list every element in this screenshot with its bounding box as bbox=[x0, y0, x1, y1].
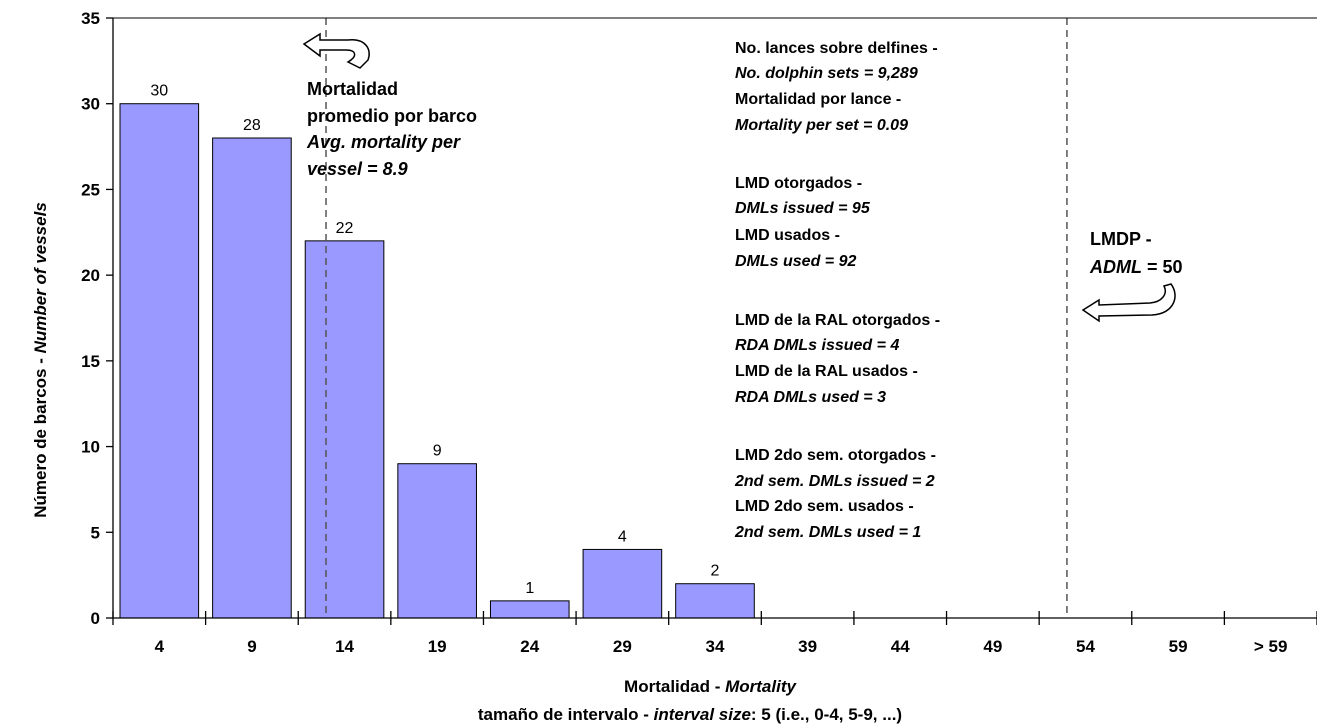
data-label: 4 bbox=[618, 528, 627, 545]
x-tick-label: 34 bbox=[706, 637, 725, 656]
stats-annotation: No. lances sobre delfines - No. dolphin s… bbox=[734, 40, 940, 541]
stats-line: No. lances sobre delfines - bbox=[735, 40, 938, 57]
y-tick-label: 15 bbox=[81, 352, 100, 371]
y-axis-title: Número de barcos - Number of vessels bbox=[31, 202, 50, 518]
stats-line: RDA DMLs issued = 4 bbox=[735, 337, 899, 354]
bar bbox=[582, 548, 663, 619]
data-label: 9 bbox=[433, 443, 442, 460]
stats-line: RDA DMLs used = 3 bbox=[735, 389, 886, 406]
y-tick-label: 30 bbox=[81, 95, 100, 114]
x-tick-label: 24 bbox=[520, 637, 539, 656]
bar bbox=[119, 103, 200, 619]
x-tick-label: 19 bbox=[428, 637, 447, 656]
x-tick-label: 29 bbox=[613, 637, 632, 656]
stats-line: LMD usados - bbox=[735, 227, 840, 244]
stats-line: LMD de la RAL otorgados - bbox=[735, 312, 940, 329]
x-tick-label: 14 bbox=[335, 637, 354, 656]
stats-line: LMD 2do sem. otorgados - bbox=[735, 447, 936, 464]
bar bbox=[304, 240, 385, 619]
x-tick-label: 4 bbox=[155, 637, 165, 656]
stats-line: 2nd sem. DMLs issued = 2 bbox=[734, 473, 935, 490]
stats-line: DMLs issued = 95 bbox=[735, 200, 871, 217]
x-tick-label: > 59 bbox=[1254, 637, 1288, 656]
reference-lines bbox=[325, 18, 1068, 618]
y-tick-label: 25 bbox=[81, 180, 100, 199]
avg-mortality-line4: vessel = 8.9 bbox=[307, 159, 408, 179]
stats-line: LMD otorgados - bbox=[735, 175, 862, 192]
avg-mortality-annotation: Mortalidad promedio por barco Avg. morta… bbox=[302, 32, 477, 179]
x-axis-title: Mortalidad - Mortality bbox=[624, 677, 797, 696]
x-tick-label: 44 bbox=[891, 637, 910, 656]
bar bbox=[489, 600, 570, 619]
x-tick-label: 59 bbox=[1169, 637, 1188, 656]
avg-mortality-line3: Avg. mortality per bbox=[306, 132, 461, 152]
x-tick-label: 39 bbox=[798, 637, 817, 656]
adml-line2: ADML = 50 bbox=[1089, 257, 1183, 277]
y-tick-label: 20 bbox=[81, 266, 100, 285]
stats-line: No. dolphin sets = 9,289 bbox=[735, 65, 918, 82]
data-label: 30 bbox=[150, 83, 168, 100]
stats-line: Mortality per set = 0.09 bbox=[735, 117, 908, 134]
adml-line1: LMDP - bbox=[1090, 229, 1152, 249]
avg-mortality-line1: Mortalidad bbox=[307, 79, 398, 99]
x-tick-label: 9 bbox=[247, 637, 256, 656]
bars-layer: 30 28 22 9 1 4 2 bbox=[119, 83, 755, 619]
y-tick-label: 35 bbox=[81, 9, 100, 28]
stats-line: 2nd sem. DMLs used = 1 bbox=[734, 524, 921, 541]
stats-line: Mortalidad por lance - bbox=[735, 91, 901, 108]
left-arrow-icon bbox=[1081, 283, 1176, 323]
bar bbox=[397, 463, 477, 619]
data-label: 28 bbox=[243, 117, 261, 134]
data-label: 22 bbox=[336, 220, 354, 237]
y-tick-label: 0 bbox=[91, 609, 100, 628]
stats-line: LMD 2do sem. usados - bbox=[735, 498, 914, 515]
y-tick-label: 10 bbox=[81, 438, 100, 457]
bar bbox=[212, 137, 292, 619]
y-tick-label: 5 bbox=[91, 523, 100, 542]
x-axis-subtitle: tamaño de intervalo - interval size: 5 (… bbox=[478, 705, 902, 724]
avg-mortality-line2: promedio por barco bbox=[307, 106, 477, 126]
data-label: 1 bbox=[525, 580, 534, 597]
left-arrow-icon bbox=[302, 32, 370, 69]
x-tick-label: 54 bbox=[1076, 637, 1095, 656]
adml-annotation: LMDP - ADML = 50 bbox=[1081, 229, 1183, 323]
stats-line: LMD de la RAL usados - bbox=[735, 363, 918, 380]
x-tick-label: 49 bbox=[983, 637, 1002, 656]
bar bbox=[675, 583, 755, 619]
data-label: 2 bbox=[711, 563, 720, 580]
stats-line: DMLs used = 92 bbox=[735, 253, 856, 270]
